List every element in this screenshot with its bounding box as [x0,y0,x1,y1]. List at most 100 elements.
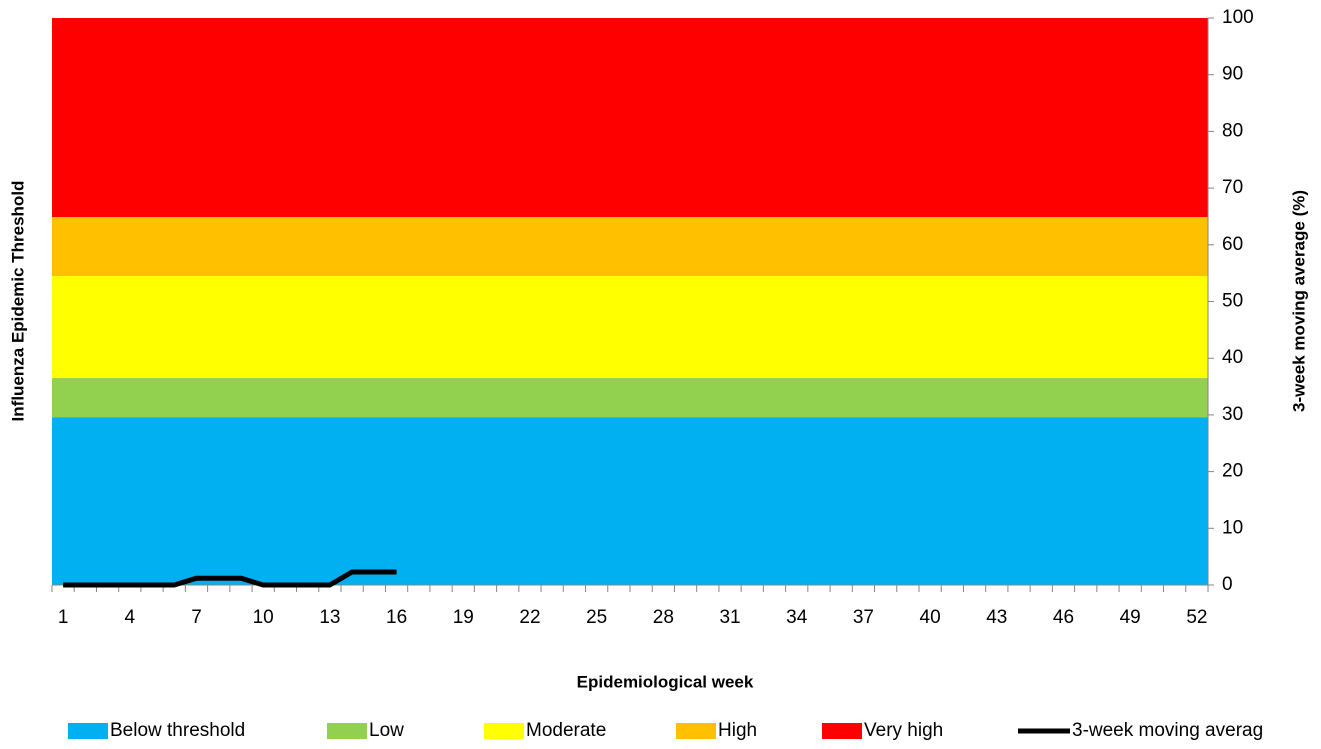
band-segment [1163,275,1187,379]
legend-label: Very high [864,720,943,741]
band-segment [341,378,364,418]
y2-tick-label: 30 [1222,404,1243,425]
band-segment [919,378,942,418]
band-segment [874,378,898,418]
band-segment [1163,417,1187,585]
band-segment [52,217,75,276]
band-segment [474,18,498,218]
band-segment [741,275,764,379]
band-segment [452,275,475,379]
y2-axis-title: 3-week moving average (%) [1289,190,1308,412]
band-segment [896,417,920,585]
band-segment [585,217,609,276]
band-segment [607,417,631,585]
band-segment [630,217,653,276]
band-segment [807,275,831,379]
band-segment [874,217,898,276]
band-segment [429,217,453,276]
band-segment [674,378,698,418]
band-segment [518,275,542,379]
x-tick-label: 7 [191,607,202,628]
band-segment [585,417,609,585]
band-segment [252,417,275,585]
band-segment [518,18,542,218]
band-segment [385,417,409,585]
band-segment [919,275,942,379]
band-segment [1007,275,1031,379]
band-segment [140,417,164,585]
band-segment [163,217,186,276]
band-segment [341,275,364,379]
band-segment [1052,275,1076,379]
band-segment [919,18,942,218]
band-segment [830,217,853,276]
band-segment [696,417,720,585]
band-segment [1141,18,1165,218]
band-segment [429,18,453,218]
band-segment [630,18,653,218]
band-segment [474,378,498,418]
band-segment [896,217,920,276]
band-segment [830,417,853,585]
band-segment [1163,18,1187,218]
band-segment [874,275,898,379]
band-segment [852,217,876,276]
band-segment [763,18,787,218]
band-segment [585,378,609,418]
band-segment [1185,275,1209,379]
band-segment [718,217,742,276]
band-segment [1030,217,1053,276]
band-segment [452,217,475,276]
band-segment [274,217,298,276]
band-segment [674,417,698,585]
band-segment [1074,417,1098,585]
legend-swatch [676,723,716,739]
band-segment [1119,217,1142,276]
band-segment [496,378,520,418]
band-segment [96,18,120,218]
band-segment [652,378,675,418]
band-segment [852,417,876,585]
band-segment [274,378,298,418]
band-segment [274,417,298,585]
band-segment [585,18,609,218]
band-segment [896,275,920,379]
band-segment [252,217,275,276]
band-segment [963,417,987,585]
band-segment [563,18,587,218]
band-segment [518,378,542,418]
band-segment [1052,378,1076,418]
band-segment [563,275,587,379]
band-segment [185,417,209,585]
band-segment [1030,417,1053,585]
band-segment [1119,275,1142,379]
band-segment [518,217,542,276]
y2-tick-label: 60 [1222,234,1243,255]
band-segment [1096,378,1120,418]
band-segment [785,217,809,276]
band-segment [941,275,964,379]
band-segment [652,217,675,276]
band-segment [96,217,120,276]
band-segment [252,18,275,218]
band-segment [207,275,231,379]
band-segment [163,18,186,218]
band-segment [985,18,1009,218]
band-segment [1119,417,1142,585]
band-segment [229,417,253,585]
band-segment [496,417,520,585]
band-segment [363,417,386,585]
band-segment [1163,217,1187,276]
x-tick-label: 43 [986,607,1007,628]
band-segment [1141,417,1165,585]
band-segment [1119,378,1142,418]
band-segment [452,18,475,218]
band-segment [674,217,698,276]
plot-area [52,18,1209,585]
band-segment [741,378,764,418]
band-segment [985,217,1009,276]
band-segment [763,275,787,379]
band-segment [1074,275,1098,379]
band-segment [341,417,364,585]
x-tick-label: 13 [319,607,340,628]
